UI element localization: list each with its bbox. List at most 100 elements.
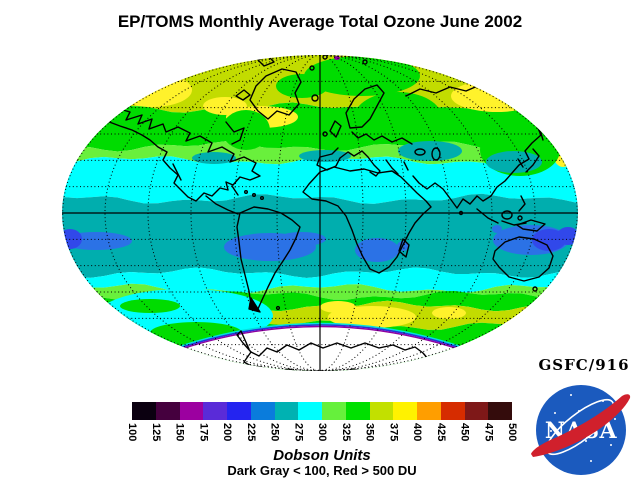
colorbar-segment: [250, 402, 275, 420]
colorbar-segment: [369, 402, 394, 420]
europe-coast: [351, 131, 413, 145]
tasmania: [532, 286, 538, 292]
colorbar-tick-label: 500: [506, 423, 518, 442]
patagonia-tip: [248, 297, 261, 313]
new-zealand: [558, 285, 570, 306]
arctic-island: [309, 65, 315, 71]
continent-antarctica: [243, 342, 430, 371]
japan: [525, 148, 540, 173]
colorbar-segment: [417, 402, 441, 420]
ozone-patch-225-250DU: [492, 225, 502, 233]
continent-south-america: [236, 206, 301, 312]
ozone-patch-325-350DU: [276, 74, 328, 98]
ozone-patch-150-175DU: [334, 56, 340, 60]
colorbar-tick-label: 350: [363, 423, 376, 442]
ozone-patch-375-400DU: [320, 301, 356, 313]
colorbar-tick-label: 150: [173, 423, 186, 442]
figure-title: EP/TOMS Monthly Average Total Ozone June…: [117, 12, 523, 31]
colorbar-tick-label: 400: [411, 423, 423, 442]
antarctic-peninsula: [236, 330, 252, 353]
madagascar: [398, 238, 410, 258]
colorbar-tick-label: 175: [197, 423, 210, 442]
baja-california: [172, 163, 182, 181]
colorbar-tick-label: 375: [387, 423, 400, 442]
meridian--150: [104, 55, 321, 371]
colorbar-segment: [298, 402, 322, 420]
ozone-patch-375-400DU: [451, 80, 543, 112]
ozone-patch-250-275DU: [192, 152, 236, 164]
meridian--30: [276, 55, 321, 371]
colorbar-tick-label: 325: [339, 423, 352, 442]
greece: [403, 161, 409, 171]
ozone-patch-325-350DU: [354, 92, 442, 144]
colorbar-tick-label: 225: [244, 423, 257, 442]
colorbar-segment: [393, 402, 417, 420]
florida: [231, 185, 239, 196]
iceland: [311, 94, 319, 102]
britain: [329, 120, 342, 138]
colorbar-units-label: Dobson Units: [273, 447, 371, 464]
colorbar-tick-label: 475: [482, 423, 495, 442]
continent-outlines: [103, 55, 570, 371]
hudson-bay: [225, 121, 245, 145]
caribbean-island: [260, 195, 265, 200]
colorbar-tick-label: 425: [434, 423, 447, 442]
ozone-patch-225-250DU: [278, 232, 326, 246]
new-guinea: [516, 219, 546, 232]
colorbar-tick-label: 125: [149, 423, 162, 442]
meridian--120: [147, 55, 321, 371]
colorbar-segment: [132, 402, 156, 420]
colorbar-segment: [488, 402, 512, 420]
arctic-island: [235, 89, 251, 101]
ozone-patch-375-400DU: [432, 307, 466, 319]
meridian-120: [319, 55, 493, 371]
caribbean-island: [243, 189, 248, 194]
continent-australia: [492, 236, 554, 282]
colorbar-tick-label: 100: [126, 423, 138, 442]
colorbar-tick-label: 275: [292, 423, 305, 442]
philippines: [518, 195, 526, 212]
ozone-patch-375-400DU: [328, 306, 416, 328]
colorbar-segment: [464, 402, 489, 420]
ozone-patch-225-250DU: [355, 238, 399, 262]
colorbar-segment: [179, 402, 204, 420]
colorbar-note: Dark Gray < 100, Red > 500 DU: [227, 463, 417, 478]
meridian-150: [319, 55, 536, 371]
sulawesi: [517, 215, 523, 221]
colorbar-segment: [440, 402, 465, 420]
nasa-logo: NASA: [531, 385, 631, 475]
meridian-30: [319, 55, 364, 371]
nasa-logo-swoosh: [531, 394, 631, 457]
colorbar-segment: [345, 402, 370, 420]
colorbar-segment: [203, 402, 227, 420]
italy: [385, 159, 399, 175]
greenland: [249, 68, 302, 120]
falkland-islands: [275, 305, 281, 311]
continent-africa: [302, 166, 432, 274]
ozone-patch-200-225DU: [557, 227, 578, 245]
iberia-mediterranean: [316, 147, 381, 177]
ozone-patch-325-350DU: [304, 56, 420, 96]
borneo: [501, 210, 513, 220]
ozone-patch-250-275DU: [398, 141, 462, 161]
central-america: [205, 195, 239, 215]
ozone-patch-325-350DU: [222, 110, 270, 150]
sri-lanka: [458, 210, 464, 216]
ireland: [322, 131, 328, 137]
scandinavia: [345, 84, 385, 129]
graticule: [62, 55, 578, 371]
colorbar-segment: [155, 402, 180, 420]
korea: [517, 158, 524, 168]
colorbar: [132, 402, 512, 420]
colorbar-tick-label: 450: [458, 423, 471, 442]
colorbar-segment: [322, 402, 346, 420]
ozone-patch-375-400DU: [112, 73, 192, 107]
colorbar-tick-label: 300: [316, 423, 328, 442]
colorbar-tick-label: 200: [221, 423, 233, 442]
colorbar-tick-label: 250: [268, 423, 281, 442]
colorbar-segment: [274, 402, 299, 420]
svalbard: [362, 59, 368, 65]
ozone-patch-325-350DU: [120, 299, 180, 313]
